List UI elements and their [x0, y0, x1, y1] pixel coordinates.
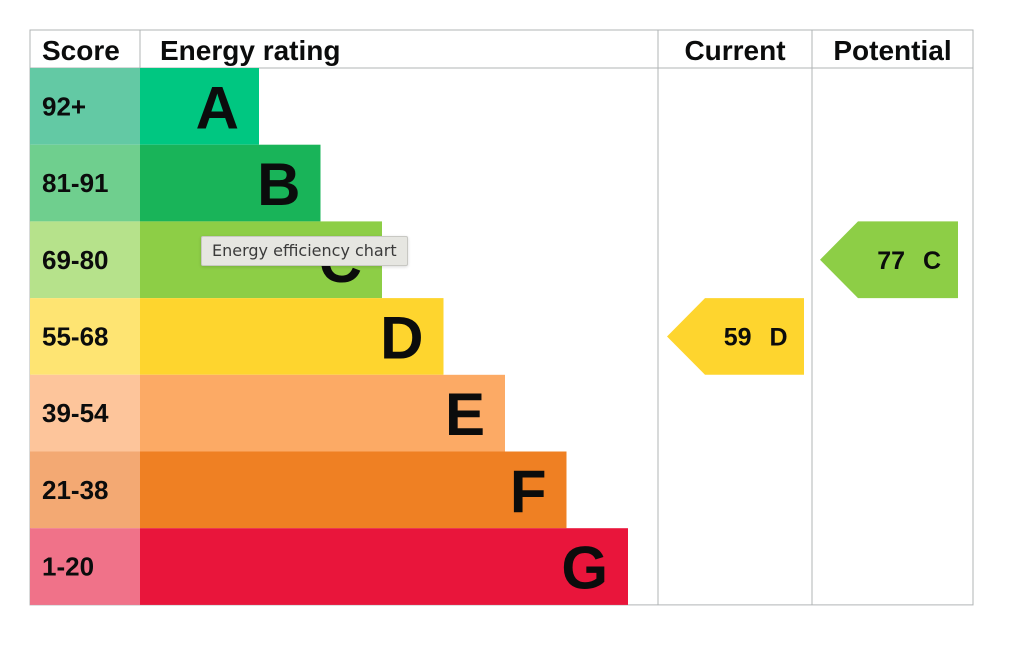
rating-letter-g: G — [561, 535, 608, 602]
score-cell-g — [30, 528, 140, 605]
score-label-b: 81-91 — [42, 168, 109, 198]
rating-bar-b — [140, 144, 321, 222]
chart-tooltip: Energy efficiency chart — [201, 236, 408, 266]
current-band: D — [770, 323, 788, 351]
rating-letter-e: E — [445, 381, 485, 448]
score-cell-a — [30, 68, 140, 145]
rating-bar-f — [140, 451, 567, 529]
score-label-e: 39-54 — [42, 398, 109, 428]
rating-letter-d: D — [380, 304, 423, 371]
score-cell-b — [30, 144, 140, 222]
rating-bar-a — [140, 68, 259, 145]
header-potential: Potential — [833, 35, 951, 66]
rating-letter-f: F — [510, 458, 547, 525]
score-label-c: 69-80 — [42, 245, 109, 275]
rating-bar-e — [140, 374, 505, 452]
current-value: 59 — [724, 323, 752, 351]
score-label-g: 1-20 — [42, 552, 94, 582]
score-cell-f — [30, 451, 140, 529]
rating-bar-d — [140, 298, 444, 375]
score-label-d: 55-68 — [42, 321, 109, 351]
potential-band: C — [923, 247, 941, 275]
header-score: Score — [42, 35, 120, 66]
rating-bar-g — [140, 528, 628, 605]
score-cell-d — [30, 298, 140, 375]
potential-value: 77 — [877, 247, 905, 275]
score-label-a: 92+ — [42, 91, 86, 121]
score-cell-c — [30, 221, 140, 299]
header-energy-rating: Energy rating — [160, 35, 340, 66]
header-current: Current — [684, 35, 785, 66]
score-cell-e — [30, 374, 140, 452]
current-arrow — [667, 298, 804, 375]
rating-letter-b: B — [257, 151, 300, 218]
rating-letter-a: A — [196, 74, 239, 141]
potential-arrow — [820, 221, 958, 299]
score-label-f: 21-38 — [42, 475, 109, 505]
